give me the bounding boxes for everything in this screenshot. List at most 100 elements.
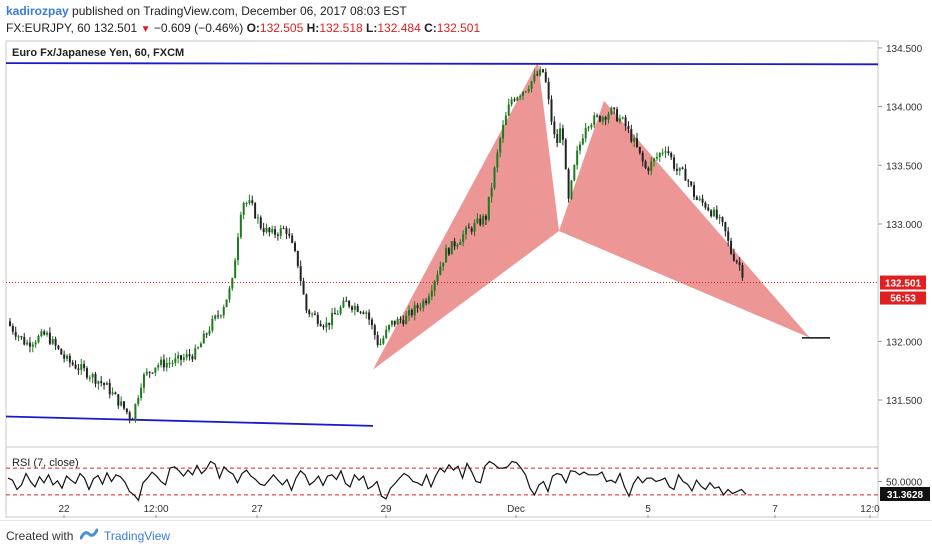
candle-body <box>63 354 66 359</box>
candle-body <box>356 305 359 312</box>
candle-body <box>690 181 693 186</box>
candle-body <box>188 354 191 357</box>
candle-body <box>738 262 741 266</box>
candle-body <box>34 342 37 345</box>
candle-body <box>14 331 17 337</box>
candle-body <box>359 311 362 313</box>
candle-body <box>393 320 396 325</box>
candle-body <box>701 198 704 203</box>
candle-body <box>504 115 507 125</box>
candle-body <box>422 300 425 308</box>
candle-body <box>31 344 34 347</box>
candle-body <box>596 115 599 117</box>
candle-body <box>564 139 567 170</box>
trendline <box>5 415 374 427</box>
candle-body <box>624 117 627 127</box>
x-tick-label: 5 <box>645 504 651 515</box>
candle-body <box>151 372 154 374</box>
candle-body <box>410 310 413 316</box>
tradingview-logo-icon <box>80 528 98 540</box>
last-price: 132.501 <box>93 21 138 35</box>
candle-body <box>573 165 576 181</box>
candle-body <box>239 214 242 238</box>
high-value: 132.518 <box>319 21 363 35</box>
candle-body <box>655 157 658 159</box>
candle-body <box>439 266 442 275</box>
candle-body <box>305 294 308 311</box>
candle-body <box>732 253 735 261</box>
candle-body <box>9 321 11 326</box>
candle-body <box>225 299 228 308</box>
candle-body <box>311 313 314 315</box>
candle-body <box>496 152 499 168</box>
candle-body <box>618 118 621 122</box>
candle-body <box>26 342 29 345</box>
candle-body <box>296 250 299 267</box>
candle-body <box>325 322 328 328</box>
candle-body <box>547 81 550 100</box>
candle-body <box>125 408 128 413</box>
low-value: 132.484 <box>377 21 421 35</box>
candle-body <box>430 290 433 297</box>
y-tick-label: 134.500 <box>886 44 923 55</box>
rsi-value-badge <box>880 486 930 501</box>
candle-body <box>462 234 465 243</box>
candle-body <box>291 235 294 243</box>
candle-body <box>211 318 214 331</box>
publish-info: published on TradingView.com, December 0… <box>72 4 407 18</box>
candle-body <box>627 126 630 129</box>
candle-body <box>114 392 117 395</box>
candle-body <box>590 124 593 128</box>
candle-body <box>123 401 125 409</box>
candle-body <box>470 228 473 232</box>
author-link[interactable]: kadirozpay <box>6 4 69 18</box>
candle-body <box>222 307 225 316</box>
candle-body <box>465 227 467 235</box>
candle-body <box>348 300 351 307</box>
price-chart[interactable]: Euro Fx/Japanese Yen, 60, FXCM 132.501 56… <box>0 0 932 520</box>
candle-body <box>23 336 26 345</box>
candle-body <box>43 331 46 335</box>
tradingview-brand[interactable]: TradingView <box>104 529 171 543</box>
candle-body <box>670 153 673 158</box>
candle-body <box>519 95 522 98</box>
candle-body <box>436 274 439 282</box>
candle-body <box>74 364 77 369</box>
candle-body <box>499 138 502 153</box>
candle-body <box>368 312 371 320</box>
candle-body <box>718 217 721 219</box>
candle-body <box>202 333 205 344</box>
candle-body <box>427 296 430 304</box>
countdown-badge <box>880 291 926 305</box>
candle-body <box>396 318 399 325</box>
candle-body <box>675 168 678 171</box>
candle-body <box>388 324 391 330</box>
candle-body <box>208 330 211 335</box>
candle-body <box>145 371 148 375</box>
x-tick-label: 7 <box>772 504 778 515</box>
candle-body <box>661 152 664 154</box>
close-label: C: <box>424 21 437 35</box>
candle-body <box>425 300 428 304</box>
candle-body <box>322 326 325 328</box>
candle-body <box>160 359 163 366</box>
candle-body <box>316 314 319 324</box>
candle-body <box>673 157 676 169</box>
candle-body <box>570 180 573 199</box>
candle-body <box>715 209 718 219</box>
candle-body <box>308 310 311 315</box>
candle-body <box>559 128 562 143</box>
candle-body <box>416 305 419 308</box>
candle-body <box>390 320 393 325</box>
y-tick-label: 132.000 <box>886 337 923 348</box>
candle-body <box>524 91 527 93</box>
candle-body <box>513 99 516 101</box>
candle-body <box>510 99 513 105</box>
candle-body <box>333 312 336 315</box>
candle-body <box>433 281 436 291</box>
candle-body <box>664 151 667 153</box>
candle-body <box>80 364 83 370</box>
candle-body <box>131 418 134 421</box>
candle-body <box>467 227 470 229</box>
candle-body <box>484 215 487 220</box>
